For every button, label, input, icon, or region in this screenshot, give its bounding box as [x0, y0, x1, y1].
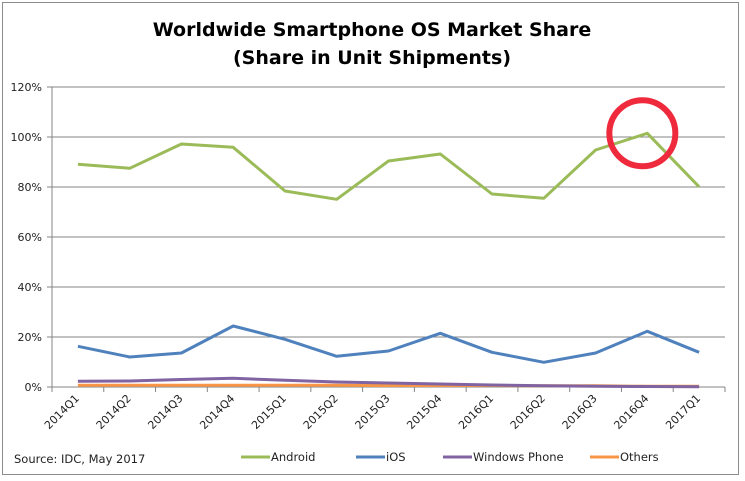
x-tick-label: 2015Q4 — [404, 392, 444, 432]
legend-label: Windows Phone — [473, 450, 564, 464]
x-tick-label: 2015Q2 — [301, 392, 341, 432]
y-tick-label: 20% — [18, 331, 42, 344]
x-tick-label: 2015Q1 — [249, 392, 289, 432]
y-tick-label: 100% — [11, 131, 42, 144]
highlight-circle — [606, 97, 679, 170]
legend-label: iOS — [386, 450, 406, 464]
series-line-android — [77, 131, 701, 201]
x-tick-label: 2016Q4 — [611, 392, 651, 432]
legend-item: Android — [241, 450, 315, 464]
x-tick-label: 2016Q1 — [456, 392, 496, 432]
y-tick-label: 40% — [18, 281, 42, 294]
x-tick-label: 2016Q3 — [560, 392, 600, 432]
y-axis-tick-labels: 0% 20% 40% 60% 80% 100% 120% — [11, 81, 42, 394]
chart-title: Worldwide Smartphone OS Market Share — [153, 19, 592, 41]
source-note: Source: IDC, May 2017 — [14, 452, 145, 466]
chart-subtitle: (Share in Unit Shipments) — [233, 47, 511, 69]
legend: Android iOS Windows Phone Others — [241, 450, 659, 464]
x-tick-label: 2014Q2 — [94, 392, 134, 432]
x-tick-label: 2017Q1 — [663, 392, 703, 432]
y-tick-label: 120% — [11, 81, 42, 94]
legend-label: Android — [271, 450, 315, 464]
y-tick-label: 60% — [18, 231, 42, 244]
series-lines — [77, 131, 701, 389]
legend-item: Others — [590, 450, 659, 464]
annotations — [606, 97, 679, 170]
legend-item: Windows Phone — [443, 450, 564, 464]
x-tick-label: 2014Q3 — [145, 392, 185, 432]
x-tick-label: 2015Q3 — [353, 392, 393, 432]
legend-label: Others — [620, 450, 659, 464]
series-line-ios — [77, 324, 700, 364]
legend-item: iOS — [356, 450, 406, 464]
y-tick-label: 80% — [18, 181, 42, 194]
x-axis-tick-labels: 2014Q1 2014Q2 2014Q3 2014Q4 2015Q1 2015Q2 2015… — [42, 392, 703, 432]
x-tick-label: 2014Q4 — [197, 392, 237, 432]
y-tick-label: 0% — [25, 381, 42, 394]
x-tick-label: 2016Q2 — [508, 392, 548, 432]
chart-frame — [2, 2, 739, 475]
x-tick-label: 2014Q1 — [42, 392, 82, 432]
